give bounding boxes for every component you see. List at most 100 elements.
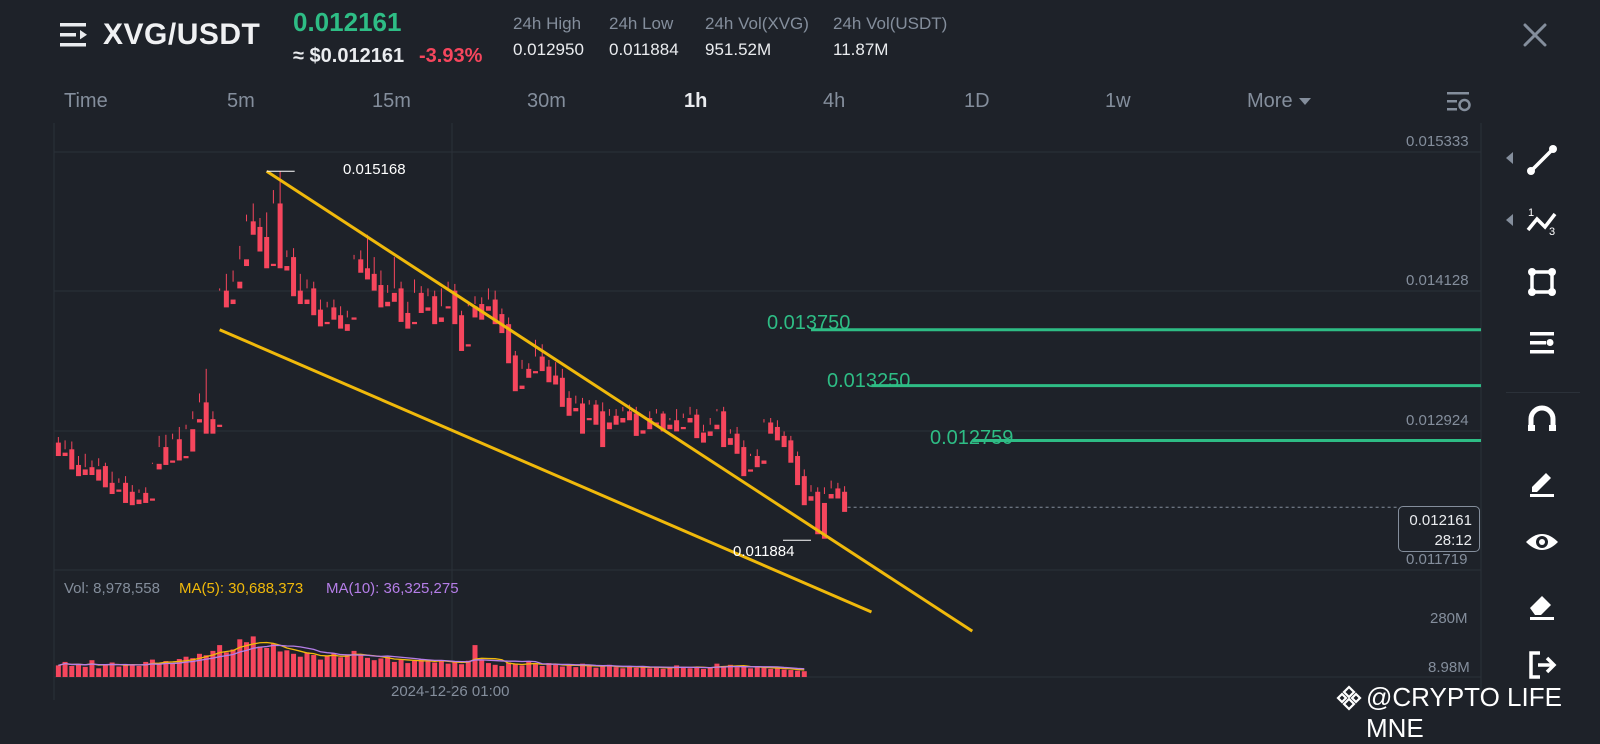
volume-bar — [707, 667, 713, 677]
volume-bar — [398, 659, 404, 677]
tab-15m[interactable]: 15m — [372, 90, 411, 112]
volume-bar — [459, 664, 465, 677]
candle — [781, 435, 787, 448]
volume-legend: Vol: 8,978,558 — [64, 580, 160, 597]
candle — [264, 236, 270, 269]
volume-bar — [156, 663, 162, 677]
candle — [210, 419, 216, 434]
tab-more[interactable]: More — [1247, 90, 1311, 113]
close-icon[interactable] — [1522, 22, 1548, 48]
eraser-icon[interactable] — [1522, 584, 1562, 624]
level-label: 0.012759 — [930, 427, 1014, 449]
volume-bar — [694, 666, 700, 677]
price-axis-label: 0.015333 — [1406, 133, 1469, 150]
candle — [244, 259, 250, 267]
volume-bar — [217, 645, 223, 677]
candle — [485, 306, 491, 311]
candle — [459, 315, 465, 351]
expand-arrow-icon[interactable] — [1506, 214, 1513, 226]
candle — [109, 482, 115, 495]
fib-icon[interactable] — [1522, 323, 1562, 363]
magnet-icon[interactable] — [1522, 399, 1562, 439]
ma10-line — [58, 644, 805, 670]
level-label: 0.013250 — [827, 370, 911, 392]
candle — [123, 482, 129, 503]
tab-5m[interactable]: 5m — [227, 90, 255, 112]
price-change: -3.93% — [419, 45, 483, 67]
volume-bar — [190, 658, 196, 677]
volume-bar — [754, 667, 760, 677]
volume-bar — [721, 665, 727, 677]
stat-label-vol-xvg: 24h Vol(XVG) — [705, 14, 809, 33]
volume-bar — [371, 660, 377, 677]
tab-30m[interactable]: 30m — [527, 90, 566, 112]
candle — [76, 464, 82, 477]
pair-title[interactable]: XVG/USDT — [103, 18, 261, 51]
level-label: 0.013750 — [767, 312, 851, 334]
tab-1h[interactable]: 1h — [684, 90, 708, 112]
exit-icon[interactable] — [1522, 645, 1562, 685]
volume-bar — [640, 666, 646, 677]
candle — [149, 498, 155, 501]
toolbar-divider — [1506, 392, 1580, 393]
volume-bar — [257, 646, 263, 677]
volume-bar — [687, 668, 693, 677]
candle — [566, 397, 572, 416]
candle — [102, 466, 108, 488]
volume-bar — [304, 652, 310, 677]
volume-bar — [479, 659, 485, 677]
candle — [573, 407, 579, 412]
candle — [82, 469, 88, 476]
candle — [69, 449, 75, 470]
expand-arrow-icon[interactable] — [1506, 152, 1513, 164]
volume-bar — [82, 666, 88, 677]
rectangle-icon[interactable] — [1522, 262, 1562, 302]
volume-bar — [210, 650, 216, 677]
candle — [492, 299, 498, 325]
candle — [714, 424, 720, 430]
candle — [613, 415, 619, 425]
tab-time[interactable]: Time — [64, 90, 108, 112]
candle — [250, 221, 256, 235]
high-marker-label: 0.015168 — [343, 161, 406, 178]
candle — [445, 306, 451, 309]
tab-1d[interactable]: 1D — [964, 90, 990, 112]
volume-bar — [418, 659, 424, 677]
candle — [351, 317, 357, 320]
volume-bar — [391, 661, 397, 677]
chart-settings-icon[interactable] — [1446, 90, 1472, 114]
volume-bar — [573, 667, 579, 677]
candle — [270, 263, 276, 267]
candle — [815, 491, 821, 535]
stat-label-vol-usdt: 24h Vol(USDT) — [833, 14, 948, 33]
volume-bar — [264, 648, 270, 677]
candle — [734, 433, 740, 454]
tab-1w[interactable]: 1w — [1105, 90, 1131, 112]
candle — [277, 203, 283, 269]
volume-bar — [102, 664, 108, 677]
candle — [842, 491, 848, 512]
candle — [176, 439, 182, 461]
volume-bar — [331, 653, 337, 677]
volume-bar — [203, 655, 209, 677]
volume-bar — [250, 636, 256, 677]
candle — [680, 426, 686, 430]
volume-bar — [149, 659, 155, 677]
candle — [190, 429, 196, 452]
volume-bar — [586, 665, 592, 677]
price-chart[interactable] — [0, 0, 1600, 720]
stat-value-high: 0.012950 — [513, 40, 584, 59]
trendline-icon[interactable] — [1522, 140, 1562, 180]
candle — [512, 355, 518, 392]
menu-icon[interactable] — [60, 22, 90, 48]
tab-4h[interactable]: 4h — [823, 90, 846, 112]
ma5-legend: MA(5): 30,688,373 — [179, 580, 304, 597]
pencil-icon[interactable] — [1522, 461, 1562, 501]
candle — [284, 266, 290, 271]
eye-icon[interactable] — [1522, 522, 1562, 562]
candle — [385, 301, 391, 307]
candle — [311, 288, 317, 316]
candle — [539, 356, 545, 372]
candle — [425, 307, 431, 311]
